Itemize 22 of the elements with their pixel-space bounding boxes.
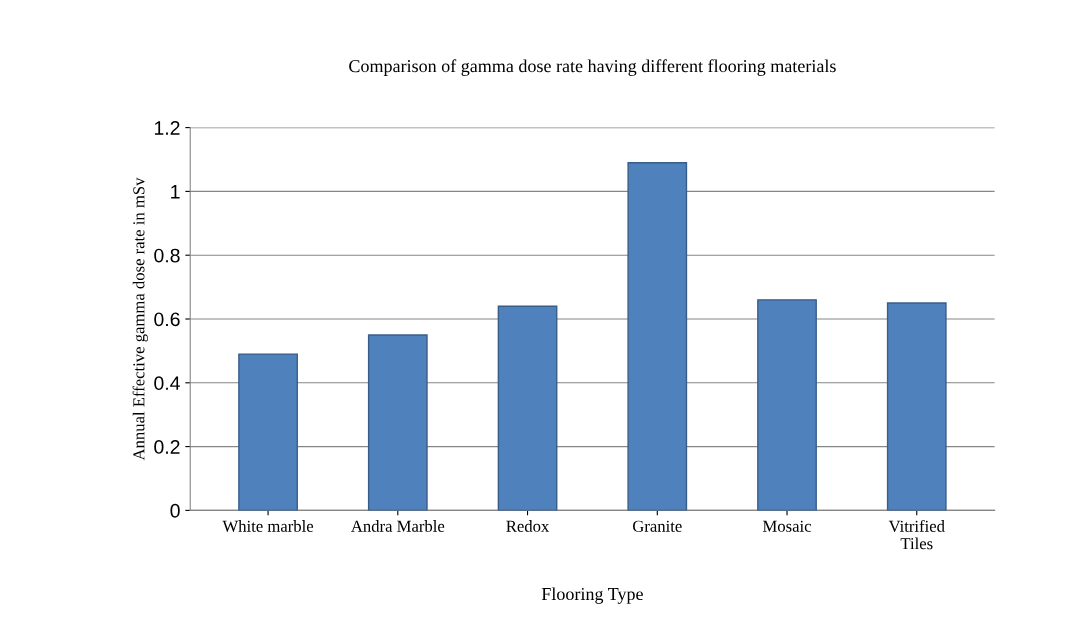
y-tick-label: 1.2 [154,121,180,135]
y-tick-label: 0 [170,503,180,518]
bar [367,334,428,511]
x-tick-label: Andra Marble [351,520,445,532]
x-tick-label: Mosaic [762,520,812,532]
y-tick-label: 0.2 [154,440,180,454]
y-tick-label: 0.4 [154,376,180,391]
chart-title: Comparison of gamma dose rate having different flooring materials [349,59,836,76]
y-tick-label: 1 [171,185,180,199]
y-tick-label: 0.8 [154,248,180,263]
bar [497,305,558,511]
bar [238,353,298,511]
x-tick-label: White marble [222,520,314,532]
y-tick-label: 0.6 [154,312,180,327]
x-tick-label: Granite [632,520,682,532]
bar [757,299,817,511]
x-axis-title: Flooring Type [541,587,643,604]
bar [886,302,947,511]
x-tick-label: Vitrified Tiles [888,519,945,550]
y-axis-title: Annual Effective gamma dose rate in mSv [132,177,148,461]
bar [627,161,688,511]
x-tick-label: Redox [506,520,550,532]
